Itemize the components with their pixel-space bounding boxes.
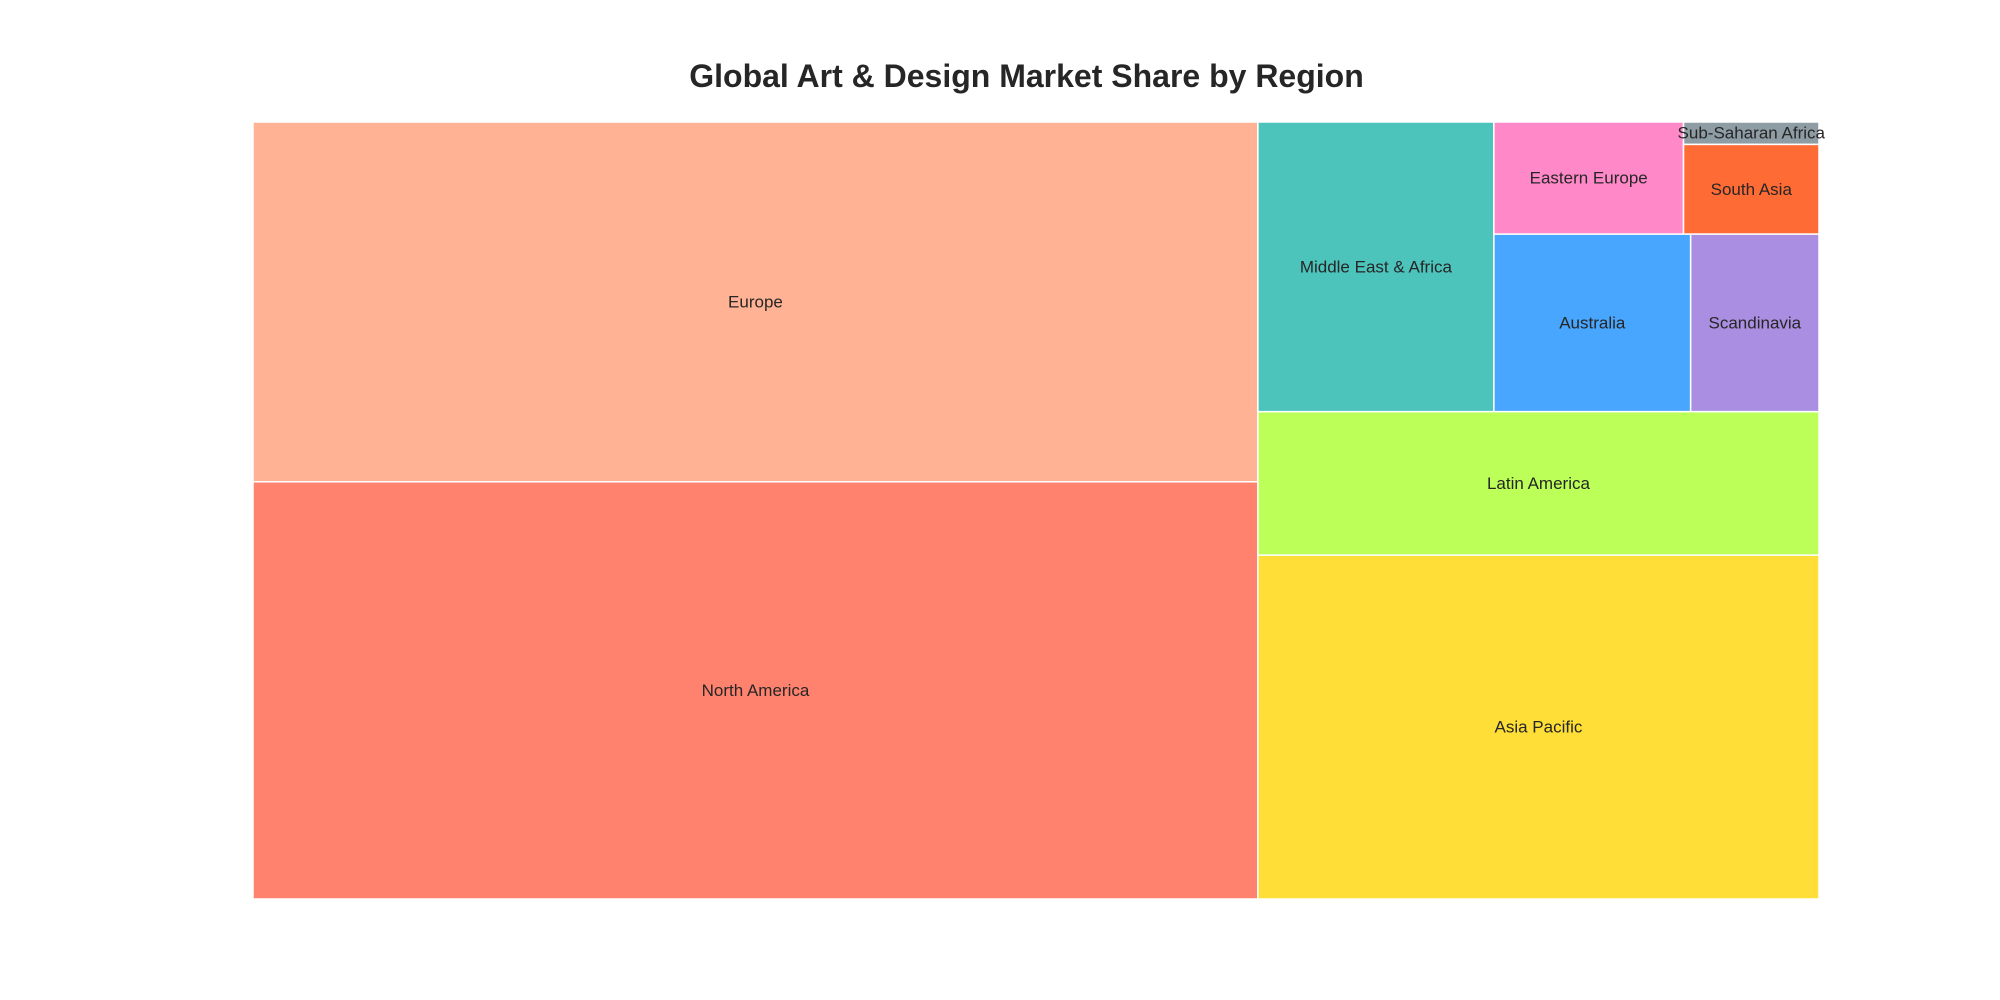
tile-rect-latin-america: [1257, 410, 1820, 556]
tile-australia: Australia: [1493, 233, 1692, 413]
tile-label-middle-east-and-africa: Middle East & Africa: [1300, 257, 1453, 276]
chart-title: Global Art & Design Market Share by Regi…: [689, 58, 1364, 94]
tile-europe: Europe: [252, 121, 1259, 483]
tile-eastern-europe: Eastern Europe: [1493, 121, 1685, 235]
tile-rect-scandinavia: [1689, 233, 1820, 413]
tile-label-latin-america: Latin America: [1487, 474, 1591, 493]
tile-label-south-asia: South Asia: [1711, 180, 1793, 199]
tile-rect-north-america: [252, 481, 1259, 900]
tile-south-asia: South Asia: [1682, 143, 1820, 235]
tile-rect-europe: [252, 121, 1259, 483]
tile-label-scandinavia: Scandinavia: [1709, 313, 1802, 332]
tile-label-north-america: North America: [702, 681, 810, 700]
tile-label-eastern-europe: Eastern Europe: [1530, 169, 1648, 188]
tile-scandinavia: Scandinavia: [1689, 233, 1820, 413]
tile-label-asia-pacific: Asia Pacific: [1495, 718, 1583, 737]
tile-label-sub-saharan-africa: Sub-Saharan Africa: [1678, 124, 1826, 143]
tile-label-europe: Europe: [728, 292, 783, 311]
tile-sub-saharan-africa: Sub-Saharan Africa: [1678, 121, 1826, 146]
tile-latin-america: Latin America: [1257, 410, 1820, 556]
tile-north-america: North America: [252, 481, 1259, 900]
tile-rect-middle-east-and-africa: [1257, 121, 1495, 413]
tile-rect-south-asia: [1682, 143, 1820, 235]
tile-rect-eastern-europe: [1493, 121, 1685, 235]
tile-asia-pacific: Asia Pacific: [1257, 554, 1820, 900]
tile-rect-australia: [1493, 233, 1692, 413]
tile-rect-asia-pacific: [1257, 554, 1820, 900]
tile-middle-east-and-africa: Middle East & Africa: [1257, 121, 1495, 413]
tile-label-australia: Australia: [1559, 313, 1626, 332]
